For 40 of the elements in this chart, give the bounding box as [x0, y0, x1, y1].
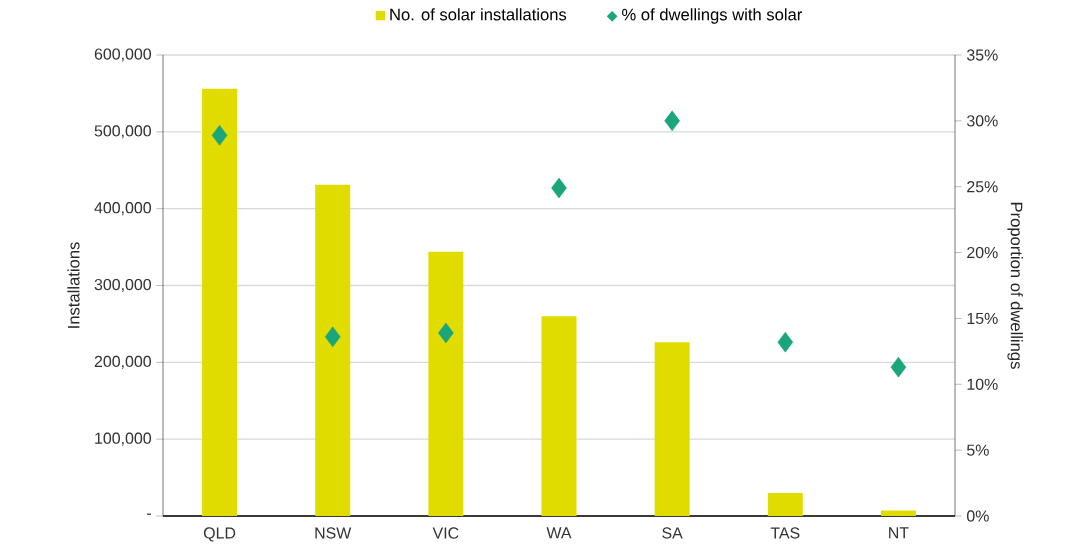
- y2-tick-label: 35%: [966, 49, 998, 61]
- x-tick-label: WA: [546, 527, 572, 539]
- x-tick-label: TAS: [770, 527, 800, 539]
- x-tick-label: QLD: [203, 527, 236, 542]
- point: [324, 326, 341, 348]
- y2-tick-label: 30%: [966, 115, 998, 127]
- x-tick-label: NT: [889, 527, 909, 539]
- x-tick-label: SA: [662, 527, 683, 539]
- point: [438, 322, 454, 344]
- point: [551, 177, 567, 199]
- y2-tick-label: 20%: [967, 246, 998, 259]
- x-tick-label: NSW: [315, 527, 352, 539]
- bar: [767, 492, 803, 516]
- bar: [541, 316, 577, 516]
- y-tick-label: 100,000: [95, 432, 152, 446]
- bar: [202, 88, 238, 516]
- y2-tick-label: 5%: [967, 444, 989, 456]
- y2-tick-label: 25%: [967, 181, 998, 193]
- y-tick-label: 400,000: [94, 202, 152, 216]
- bar: [315, 184, 351, 516]
- y-tick-label: 300,000: [94, 278, 152, 293]
- y-tick-label: 600,000: [94, 48, 152, 62]
- y2-tick-label: 0%: [966, 510, 989, 522]
- point: [777, 331, 794, 353]
- legend-label: % of dwellings with solar: [622, 8, 803, 24]
- y2-axis-title: Proportion of dwellings: [1007, 202, 1023, 369]
- y-tick-label: 200,000: [94, 355, 152, 369]
- point: [890, 356, 907, 378]
- legend-label: No. of solar installations: [390, 8, 567, 21]
- bar: [654, 342, 690, 516]
- y2-tick-label: 15%: [967, 312, 998, 325]
- point: [664, 110, 680, 132]
- y-tick-label: -: [147, 513, 151, 515]
- bar: [880, 510, 916, 516]
- y2-tick-label: 10%: [967, 378, 998, 390]
- y-axis-title: Installations: [67, 242, 80, 328]
- x-tick-label: VIC: [432, 527, 459, 539]
- point: [211, 125, 228, 146]
- bar: [428, 251, 464, 516]
- y-tick-label: 500,000: [94, 125, 152, 139]
